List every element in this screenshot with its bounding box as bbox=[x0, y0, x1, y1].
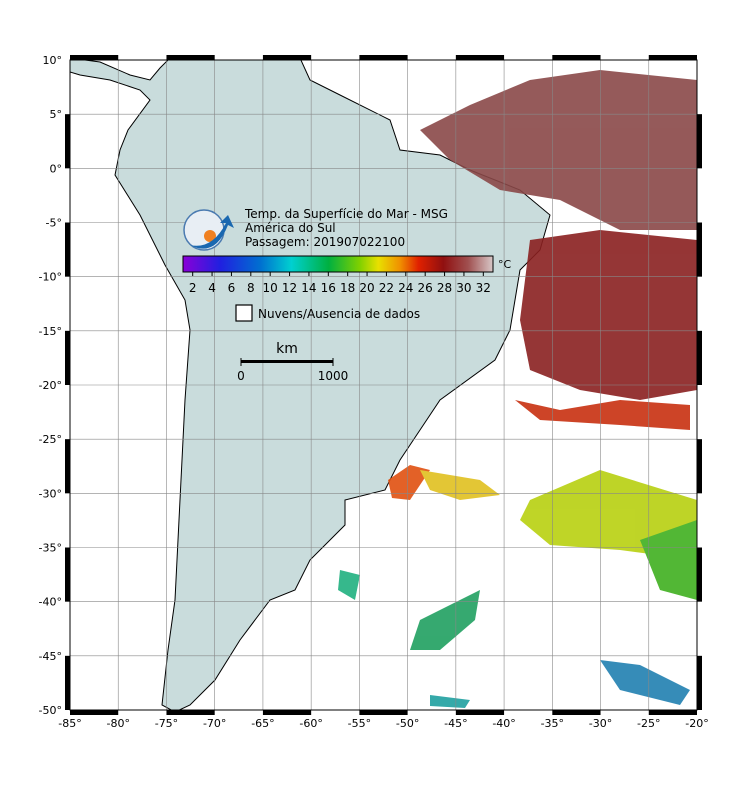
title-line: América do Sul bbox=[245, 221, 336, 235]
lon-tick-label: -70° bbox=[203, 717, 226, 730]
colorbar-tick-label: 10 bbox=[263, 281, 278, 295]
frame-segment bbox=[65, 330, 70, 385]
lon-tick-label: -85° bbox=[58, 717, 81, 730]
title-line: Passagem: 201907022100 bbox=[245, 235, 405, 249]
legend-label: Nuvens/Ausencia de dados bbox=[258, 307, 420, 321]
colorbar-tick-label: 32 bbox=[476, 281, 491, 295]
frame-segment bbox=[552, 710, 601, 715]
colorbar-tick-label: 26 bbox=[418, 281, 433, 295]
lon-tick-label: -65° bbox=[251, 717, 274, 730]
lat-tick-label: -15° bbox=[39, 325, 62, 338]
frame-segment bbox=[697, 114, 702, 169]
grid bbox=[70, 60, 697, 710]
lon-tick-label: -40° bbox=[492, 717, 515, 730]
colorbar-tick-label: 18 bbox=[340, 281, 355, 295]
colorbar-unit: °C bbox=[498, 258, 512, 271]
frame-segment bbox=[65, 655, 70, 710]
frame-border bbox=[65, 55, 702, 715]
frame-segment bbox=[70, 710, 119, 715]
frame-segment bbox=[697, 222, 702, 277]
scale-tick-label: 1000 bbox=[318, 369, 349, 383]
lon-tick-label: -60° bbox=[299, 717, 322, 730]
frame-segment bbox=[697, 439, 702, 494]
axes: -85° -80° -75° -70° -65° -60° -55° -50° -45° -40°… bbox=[39, 54, 709, 730]
lon-tick-label: -55° bbox=[348, 717, 371, 730]
lon-tick-label: -20° bbox=[685, 717, 708, 730]
frame-segment bbox=[65, 222, 70, 277]
lon-tick-label: -80° bbox=[106, 717, 129, 730]
scale-tick-label: 0 bbox=[237, 369, 245, 383]
lat-tick-label: -25° bbox=[39, 433, 62, 446]
colorbar-tick-label: 6 bbox=[228, 281, 236, 295]
lon-tick-label: -45° bbox=[444, 717, 467, 730]
lon-tick-label: -50° bbox=[396, 717, 419, 730]
lat-tick-label: 5° bbox=[50, 108, 63, 121]
inpe-logo bbox=[183, 209, 234, 251]
colorbar-tick-label: 8 bbox=[247, 281, 255, 295]
frame-segment bbox=[697, 655, 702, 710]
scale-bar: km 0 1000 bbox=[237, 341, 348, 383]
colorbar-tick-label: 20 bbox=[359, 281, 374, 295]
lat-tick-label: -35° bbox=[39, 542, 62, 555]
colorbar-tick-label: 28 bbox=[437, 281, 452, 295]
title-line: Temp. da Superfície do Mar - MSG bbox=[244, 207, 448, 221]
frame-segment bbox=[65, 547, 70, 602]
frame-segment bbox=[166, 55, 215, 60]
frame-segment bbox=[65, 114, 70, 169]
frame-segment bbox=[359, 55, 408, 60]
colorbar-tick-label: 14 bbox=[301, 281, 316, 295]
lat-tick-label: 10° bbox=[43, 54, 63, 67]
colorbar-tick-label: 4 bbox=[208, 281, 216, 295]
colorbar-tick-label: 22 bbox=[379, 281, 394, 295]
lat-tick-label: -5° bbox=[46, 217, 62, 230]
frame-segment bbox=[455, 710, 505, 715]
frame-segment bbox=[65, 439, 70, 494]
frame-segment bbox=[648, 55, 697, 60]
frame-segment bbox=[648, 710, 697, 715]
scale-bar-line bbox=[241, 360, 333, 363]
colorbar-tick-label: 2 bbox=[189, 281, 197, 295]
lon-tick-label: -35° bbox=[541, 717, 564, 730]
frame-segment bbox=[262, 710, 312, 715]
frame-segment bbox=[359, 710, 408, 715]
lat-tick-label: -30° bbox=[39, 487, 62, 500]
lon-tick-label: -30° bbox=[589, 717, 612, 730]
colorbar-tick-label: 16 bbox=[321, 281, 336, 295]
frame-segment bbox=[166, 710, 215, 715]
colorbar-tick-label: 30 bbox=[456, 281, 471, 295]
lon-tick-label: -75° bbox=[155, 717, 178, 730]
lat-tick-label: -45° bbox=[39, 650, 62, 663]
frame-segment bbox=[697, 330, 702, 385]
frame-segment bbox=[552, 55, 601, 60]
frame-segment bbox=[70, 55, 119, 60]
lat-tick-label: -20° bbox=[39, 379, 62, 392]
lat-tick-label: 0° bbox=[50, 162, 63, 175]
frame-segment bbox=[262, 55, 312, 60]
colorbar bbox=[182, 255, 494, 273]
colorbar-tick-label: 24 bbox=[398, 281, 413, 295]
scale-unit: km bbox=[276, 341, 298, 357]
lon-tick-label: -25° bbox=[637, 717, 660, 730]
map-area bbox=[70, 60, 697, 710]
lat-tick-label: -40° bbox=[39, 596, 62, 609]
sst-patches bbox=[338, 70, 697, 708]
frame-segment bbox=[697, 547, 702, 602]
frame-segment bbox=[455, 55, 505, 60]
colorbar-tick-label: 12 bbox=[282, 281, 297, 295]
colorbar-ticks: 2 4 6 8 10 12 14 16 18 20 22 24 26 28 30 32 bbox=[189, 272, 491, 295]
lat-tick-label: -10° bbox=[39, 271, 62, 284]
legend-swatch bbox=[235, 304, 253, 322]
lat-tick-label: -50° bbox=[39, 704, 62, 717]
